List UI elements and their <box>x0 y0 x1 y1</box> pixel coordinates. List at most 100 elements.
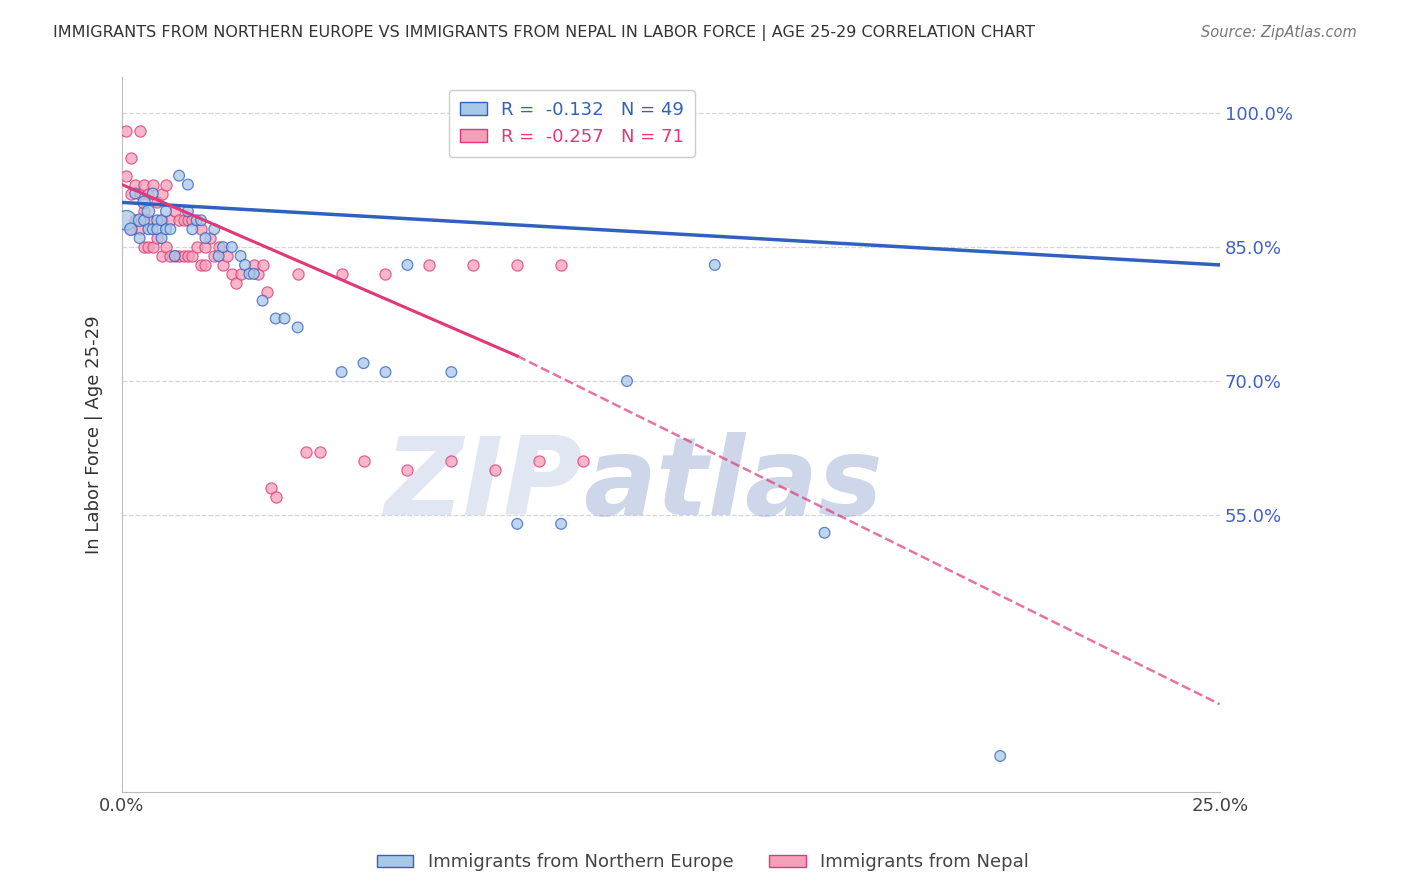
Point <box>242 267 264 281</box>
Point <box>252 293 274 308</box>
Point <box>186 213 208 227</box>
Point <box>506 258 529 272</box>
Point <box>163 204 186 219</box>
Point <box>247 267 270 281</box>
Point <box>225 276 247 290</box>
Point <box>138 222 160 236</box>
Point <box>295 445 318 459</box>
Point <box>128 213 150 227</box>
Point <box>194 258 217 272</box>
Point <box>120 222 142 236</box>
Point <box>440 454 463 468</box>
Text: atlas: atlas <box>583 432 883 538</box>
Point <box>132 195 155 210</box>
Point <box>167 169 190 183</box>
Point <box>221 267 243 281</box>
Point <box>330 365 353 379</box>
Point <box>159 222 181 236</box>
Point <box>177 213 200 227</box>
Point <box>396 463 419 477</box>
Point <box>120 222 142 236</box>
Point <box>181 249 204 263</box>
Point <box>173 249 195 263</box>
Point <box>273 311 295 326</box>
Point <box>177 249 200 263</box>
Point <box>208 240 231 254</box>
Y-axis label: In Labor Force | Age 25-29: In Labor Force | Age 25-29 <box>86 315 103 554</box>
Point <box>374 267 396 281</box>
Point <box>150 213 173 227</box>
Point <box>150 213 173 227</box>
Point <box>813 525 835 540</box>
Point <box>146 213 169 227</box>
Legend: Immigrants from Northern Europe, Immigrants from Nepal: Immigrants from Northern Europe, Immigra… <box>370 847 1036 879</box>
Point <box>260 481 283 495</box>
Point <box>181 213 204 227</box>
Point <box>138 240 160 254</box>
Point <box>132 213 155 227</box>
Point <box>440 365 463 379</box>
Point <box>120 151 142 165</box>
Legend: R =  -0.132   N = 49, R =  -0.257   N = 71: R = -0.132 N = 49, R = -0.257 N = 71 <box>449 90 695 157</box>
Point <box>252 258 274 272</box>
Point <box>330 267 353 281</box>
Point <box>194 240 217 254</box>
Point <box>229 267 252 281</box>
Point <box>155 240 177 254</box>
Point <box>128 231 150 245</box>
Point <box>128 124 150 138</box>
Point <box>194 231 217 245</box>
Point <box>155 178 177 192</box>
Point <box>115 169 138 183</box>
Point <box>238 267 260 281</box>
Point <box>150 186 173 201</box>
Point <box>124 178 146 192</box>
Point <box>138 213 160 227</box>
Text: Source: ZipAtlas.com: Source: ZipAtlas.com <box>1201 25 1357 40</box>
Point <box>202 222 225 236</box>
Point <box>146 195 169 210</box>
Point <box>146 222 169 236</box>
Point <box>264 490 287 504</box>
Point <box>159 213 181 227</box>
Point <box>142 240 165 254</box>
Point <box>208 249 231 263</box>
Point <box>159 249 181 263</box>
Point <box>155 222 177 236</box>
Point <box>128 186 150 201</box>
Point <box>124 186 146 201</box>
Point <box>287 320 309 334</box>
Point <box>396 258 419 272</box>
Point <box>150 231 173 245</box>
Point <box>167 249 190 263</box>
Point <box>463 258 485 272</box>
Point <box>173 213 195 227</box>
Point <box>138 204 160 219</box>
Point <box>229 249 252 263</box>
Text: ZIP: ZIP <box>385 432 583 538</box>
Point <box>221 240 243 254</box>
Point <box>142 178 165 192</box>
Point <box>190 222 212 236</box>
Point <box>186 240 208 254</box>
Point <box>242 258 264 272</box>
Point <box>177 204 200 219</box>
Point <box>212 240 235 254</box>
Point <box>616 374 638 388</box>
Point <box>506 516 529 531</box>
Point <box>163 249 186 263</box>
Point <box>190 258 212 272</box>
Point <box>128 222 150 236</box>
Point <box>233 258 256 272</box>
Point <box>177 178 200 192</box>
Point <box>988 749 1011 764</box>
Point <box>120 186 142 201</box>
Point <box>256 285 278 299</box>
Point <box>138 186 160 201</box>
Point <box>418 258 440 272</box>
Point <box>374 365 396 379</box>
Point <box>163 249 186 263</box>
Point <box>353 356 375 370</box>
Point <box>150 249 173 263</box>
Point <box>132 178 155 192</box>
